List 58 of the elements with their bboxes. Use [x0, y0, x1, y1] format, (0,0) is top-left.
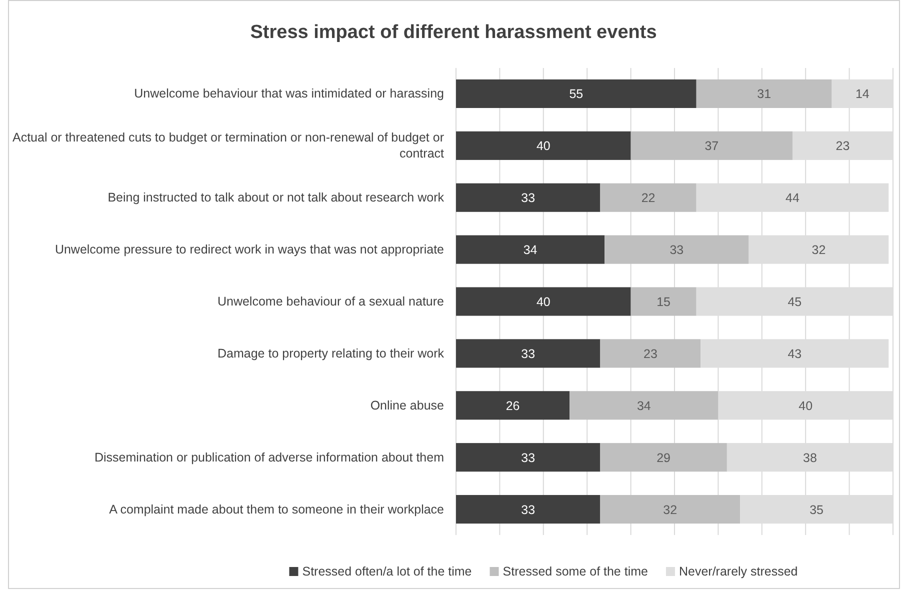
- y-tick-label: Dissemination or publication of adverse information about them: [94, 450, 444, 464]
- chart-title: Stress impact of different harassment events: [250, 22, 657, 43]
- data-label: 33: [521, 450, 536, 465]
- data-label: 31: [757, 87, 772, 102]
- legend-label: Stressed some of the time: [502, 564, 648, 578]
- y-tick-label: Damage to property relating to their work: [218, 346, 445, 360]
- bar: [600, 495, 740, 524]
- bar: [456, 443, 600, 472]
- bar: [456, 79, 696, 108]
- y-tick-label: Online abuse: [370, 398, 444, 412]
- y-tick-label: Unwelcome behaviour that was intimidated or harassing: [134, 86, 444, 101]
- data-label: 15: [656, 295, 671, 309]
- data-label: 32: [663, 502, 678, 517]
- data-label: 37: [704, 139, 719, 154]
- bar: [696, 79, 832, 108]
- y-tick-label: A complaint made about them to someone in their workplace: [109, 502, 444, 516]
- data-label: 34: [636, 398, 651, 413]
- data-label: 38: [803, 450, 817, 465]
- data-label: 33: [521, 346, 536, 361]
- legend-label: Stressed often/a lot of the time: [302, 564, 472, 578]
- data-label: 33: [670, 243, 684, 258]
- data-label: 40: [536, 295, 550, 309]
- y-tick-label: Being instructed to talk about or not talk about research work: [108, 190, 445, 205]
- data-label: 32: [812, 243, 826, 258]
- data-label: 55: [569, 87, 584, 102]
- data-label: 43: [788, 346, 802, 361]
- legend-label: Never/rarely stressed: [678, 564, 798, 578]
- bar: [600, 183, 696, 212]
- data-label: 22: [641, 191, 656, 206]
- bar: [456, 495, 600, 524]
- data-label: 33: [521, 191, 536, 206]
- data-label: 29: [656, 450, 671, 465]
- bar: [600, 339, 701, 368]
- data-label: 40: [798, 398, 813, 413]
- y-tick-label: Actual or threatened cuts to budget or termination or non-renewal of budget or contract: [12, 130, 445, 161]
- bar: [570, 391, 718, 420]
- bar: [600, 443, 727, 472]
- bar: [456, 131, 631, 160]
- bar: [456, 391, 570, 420]
- y-tick-label: Unwelcome pressure to redirect work in ways that was not appropriate: [54, 242, 444, 257]
- bar: [604, 235, 749, 264]
- data-label: 35: [810, 502, 824, 517]
- data-label: 33: [521, 502, 536, 517]
- data-label: 34: [523, 243, 538, 258]
- bar: [456, 287, 631, 316]
- data-label: 44: [786, 191, 800, 206]
- bar: [456, 235, 605, 264]
- bar: [630, 287, 696, 316]
- data-label: 45: [788, 295, 802, 309]
- bar: [456, 339, 600, 368]
- data-label: 23: [836, 139, 850, 154]
- bar: [630, 131, 792, 160]
- bar: [456, 183, 600, 212]
- y-tick-label: Unwelcome behaviour of a sexual nature: [217, 294, 444, 308]
- data-label: 14: [855, 87, 870, 102]
- data-label: 23: [644, 346, 658, 361]
- data-label: 26: [506, 398, 520, 413]
- data-label: 40: [536, 139, 550, 154]
